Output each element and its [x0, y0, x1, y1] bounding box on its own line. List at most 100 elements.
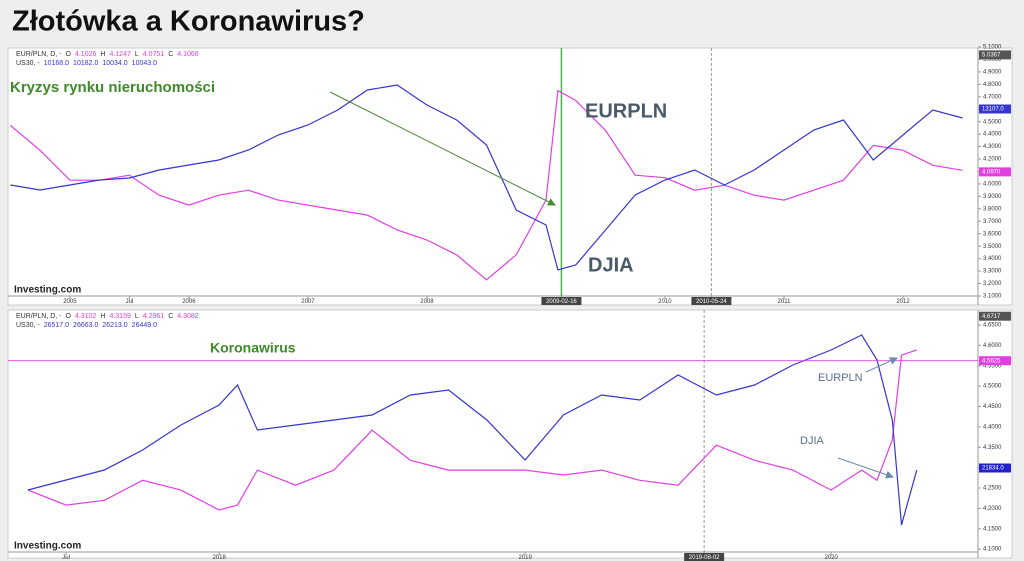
legend-text: 26213.0: [102, 322, 127, 329]
chart-panel: [7, 47, 1013, 306]
x-tick-label: 2012: [896, 299, 910, 305]
y-tick-label: 4.0000: [983, 182, 1002, 188]
y-tick-label: 4.2000: [983, 157, 1002, 163]
y-tick-label: 4.5000: [983, 119, 1002, 125]
price-tag-label: 13107.0: [982, 107, 1004, 113]
price-tag-label: 4.0970: [982, 169, 1001, 175]
y-tick-label: 4.1000: [983, 547, 1002, 553]
y-tick-label: 4.4500: [983, 404, 1002, 410]
legend-text: 4.1247: [109, 51, 131, 58]
x-tick-label: 2008: [420, 299, 434, 305]
annotation-arrow: [837, 457, 894, 479]
legend-text: 10043.0: [132, 60, 157, 67]
legend-text: L: [135, 51, 139, 58]
legend-text: 4.2961: [143, 313, 165, 320]
legend-text: 26449.0: [132, 322, 157, 329]
legend-text: 26517.0: [44, 322, 69, 329]
y-tick-label: 4.3000: [983, 144, 1002, 150]
legend-row: EUR/PLN, D, - O 4.1026 H 4.1247 L 4.0751 C 4.106…: [16, 51, 199, 58]
x-tick-label: 2010: [658, 299, 672, 305]
chart-panel: [7, 309, 1013, 559]
y-tick-label: 4.2500: [983, 486, 1002, 492]
price-tag-label: 4.5625: [982, 358, 1001, 364]
x-tick-label: 2009-02-16: [546, 299, 577, 305]
series-line: [10, 89, 963, 281]
y-tick-label: 4.5500: [983, 363, 1002, 369]
legend-text: 4.1026: [75, 51, 97, 58]
price-tag-label: 21834.0: [982, 466, 1004, 472]
price-tag: [979, 167, 1011, 177]
y-tick-label: 4.9000: [983, 69, 1002, 75]
legend-text: 10168.0: [44, 60, 69, 67]
x-tick-label: 2011: [778, 299, 792, 305]
y-tick-label: 3.7000: [983, 219, 1002, 225]
annotation: EURPLN: [585, 100, 667, 122]
legend-text: O: [66, 51, 72, 58]
annotation: Koronawirus: [210, 340, 296, 356]
y-tick-label: 4.2000: [983, 506, 1002, 512]
x-tick-label: 2007: [301, 299, 315, 305]
y-tick-label: 4.6500: [983, 323, 1002, 329]
x-tick-highlight: [684, 553, 725, 561]
legend-row: US30, - 26517.0 26663.0 26213.0 26449.0: [16, 322, 157, 329]
y-tick-label: 3.5000: [983, 244, 1002, 250]
annotation: Kryzys rynku nieruchomości: [10, 79, 215, 96]
price-tag: [979, 356, 1011, 366]
price-tag: [979, 463, 1011, 473]
legend-text: 4.3102: [75, 313, 97, 320]
y-tick-label: 4.4000: [983, 132, 1002, 138]
x-tick-label: 2019: [518, 555, 532, 561]
legend-text: 4.3159: [109, 313, 131, 320]
legend-text: 10182.0: [73, 60, 98, 67]
legend-text: H: [100, 51, 105, 58]
price-tag: [979, 311, 1011, 321]
legend-text: H: [100, 313, 105, 320]
y-tick-label: 5.0000: [983, 57, 1002, 63]
legend-text: US30, -: [16, 322, 40, 329]
legend-text: C: [168, 313, 173, 320]
x-tick-highlight: [541, 297, 582, 305]
y-tick-label: 4.7000: [983, 94, 1002, 100]
annotation: EURPLN: [818, 372, 863, 384]
annotation: DJIA: [800, 435, 825, 447]
y-tick-label: 3.1000: [983, 294, 1002, 300]
price-tag: [979, 104, 1011, 114]
x-tick-label: 2006: [182, 299, 196, 305]
x-tick-label: 2010-05-24: [696, 299, 727, 305]
legend-text: L: [135, 313, 139, 320]
x-tick-label: 2005: [63, 299, 77, 305]
x-tick-label: 2020: [824, 555, 838, 561]
y-tick-label: 4.4000: [983, 424, 1002, 430]
annotation-arrow: [329, 91, 556, 206]
y-tick-label: 4.3500: [983, 445, 1002, 451]
y-tick-label: 3.3000: [983, 269, 1002, 275]
y-tick-label: 5.1000: [983, 45, 1002, 51]
price-tag: [979, 50, 1011, 60]
series-line: [27, 334, 918, 526]
price-tag-label: 5.0367: [982, 52, 1001, 58]
price-tag-label: 4.6717: [982, 314, 1001, 320]
x-tick-label: 2018: [212, 555, 226, 561]
legend-text: 26663.0: [73, 322, 98, 329]
x-tick-label: Jul: [126, 299, 134, 305]
slide-title: Złotówka a Koronawirus?: [12, 6, 365, 38]
y-tick-label: 4.5000: [983, 384, 1002, 390]
legend-text: O: [66, 313, 72, 320]
y-tick-label: 4.1500: [983, 526, 1002, 532]
series-line: [27, 349, 917, 511]
legend-text: EUR/PLN, D, -: [16, 313, 62, 320]
legend-text: US30, -: [16, 60, 40, 67]
y-tick-label: 3.2000: [983, 281, 1002, 287]
annotation-arrow: [865, 357, 898, 373]
legend-text: 4.1066: [177, 51, 199, 58]
legend-text: 4.0751: [143, 51, 165, 58]
x-tick-label: Jul: [62, 555, 70, 561]
y-tick-label: 3.6000: [983, 231, 1002, 237]
legend-text: EUR/PLN, D, -: [16, 51, 62, 58]
legend-text: 4.3082: [177, 313, 199, 320]
y-tick-label: 4.8000: [983, 82, 1002, 88]
y-tick-label: 3.9000: [983, 194, 1002, 200]
x-tick-highlight: [691, 297, 732, 305]
